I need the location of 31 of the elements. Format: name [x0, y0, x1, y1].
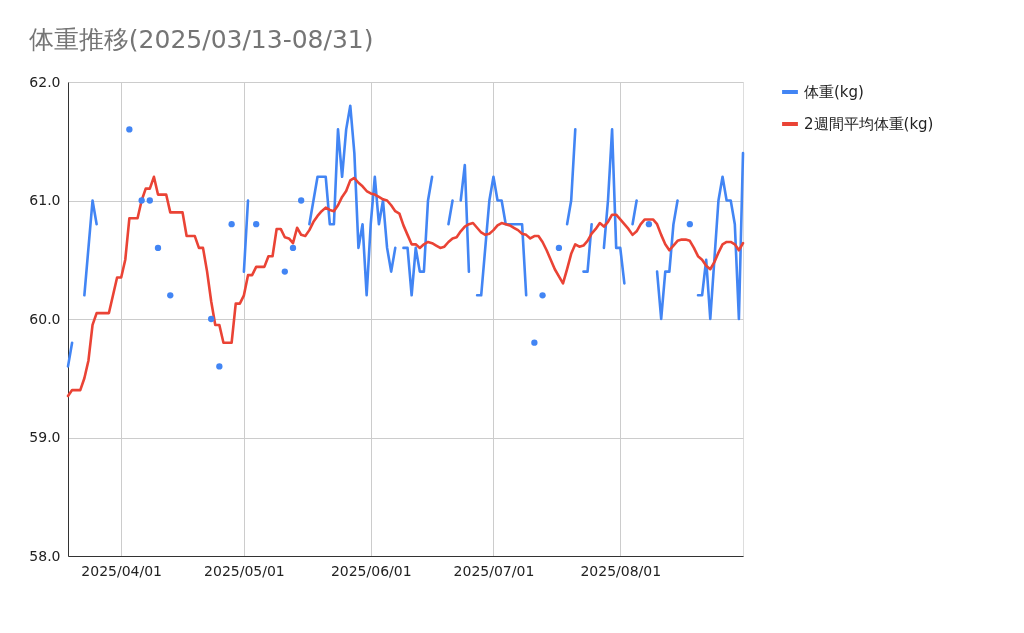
point: [228, 221, 235, 228]
point: [555, 244, 563, 252]
chart-title: 体重推移(2025/03/13-08/31): [28, 25, 374, 54]
point: [146, 197, 153, 204]
point: [298, 197, 305, 204]
x-tick-label: 2025/08/01: [580, 562, 662, 579]
point: [539, 292, 546, 299]
x-tick-label: 2025/04/01: [81, 562, 163, 579]
point: [289, 244, 297, 252]
x-tick-label: 2025/07/01: [453, 562, 535, 579]
point: [138, 197, 145, 204]
point: [281, 268, 288, 275]
point: [126, 126, 133, 133]
legend-label: 2週間平均体重(kg): [804, 115, 934, 133]
point: [686, 221, 693, 228]
y-tick-label: 60.0: [29, 310, 61, 327]
x-tick-label: 2025/06/01: [330, 562, 412, 579]
y-tick-label: 61.0: [29, 192, 61, 208]
point: [253, 221, 260, 228]
x-tick-label: 2025/05/01: [204, 562, 285, 579]
point: [216, 363, 223, 370]
line-series: [66, 175, 745, 398]
legend-label: 体重(kg): [804, 83, 864, 101]
point: [531, 339, 538, 346]
point: [154, 244, 162, 252]
y-tick-label: 62.0: [29, 73, 61, 90]
point: [208, 315, 215, 323]
y-tick-label: 58.0: [29, 547, 61, 564]
point: [167, 292, 174, 299]
point: [645, 221, 653, 228]
y-tick-label: 59.0: [29, 429, 61, 445]
